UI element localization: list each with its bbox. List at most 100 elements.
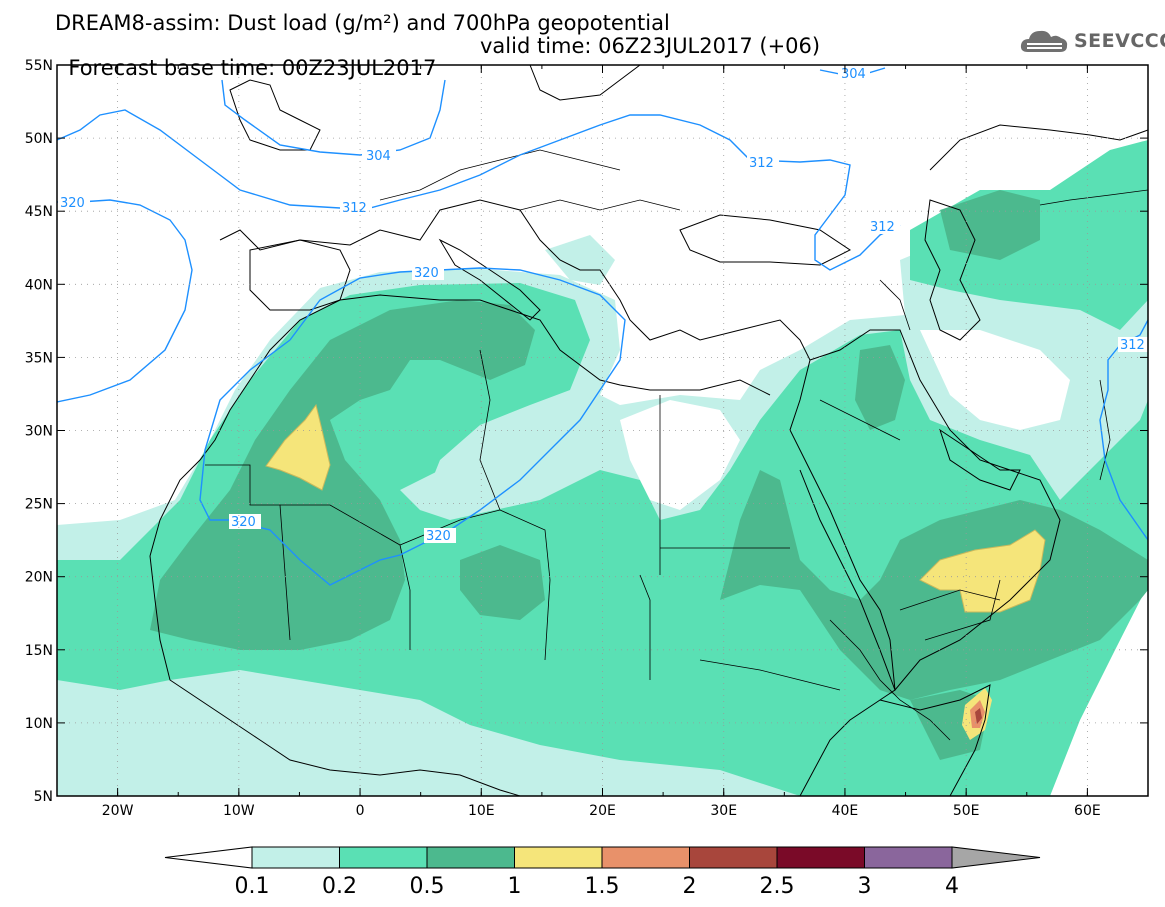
contour-label-bg [412,265,444,280]
border-niger-chad [499,509,551,661]
contour-304-north [221,79,446,156]
lon-tick-label: 50E [953,803,980,819]
cloud-icon [1020,30,1068,52]
border-europe-2 [519,199,681,211]
contour-label-312-c: 312 [870,220,895,235]
forecast-time-line: Forecast base time: 00Z23JUL2017 valid t… [55,35,820,101]
lat-tick-label: 30N [25,424,53,440]
coastline-west-africa [149,555,521,796]
seevccc-logo: SEEVCCC [1018,26,1165,56]
coastline-scandinavia [529,65,641,101]
coastline-north-africa [149,294,771,557]
lat-tick-label: 35N [25,350,53,366]
colorbar: 0.1 0.2 0.5 1 1.5 2 2.5 3 4 [164,846,1041,899]
lat-tick-label: 10N [25,716,53,732]
contour-312 [57,109,901,271]
border-iran-afghan [1099,379,1111,481]
border-mauritania [205,464,291,641]
map-title: DREAM8-assim: Dust load (g/m²) and 700hP… [55,11,670,35]
coastline-europe [219,199,896,796]
dust-band-0.5-caspian [940,190,1040,260]
coastline-caspian [924,199,981,341]
country-borders [205,149,1148,741]
border-saudi-oman [924,579,1001,641]
lon-tick-label: 0 [356,803,365,819]
contour-label-304-b: 304 [841,67,866,82]
lat-tick-label: 25N [25,497,53,513]
dust-band-1-atlas [265,403,331,491]
colorbar-label: 4 [945,874,959,899]
contour-label-320-d: 320 [426,529,451,544]
coastline-uk [229,79,321,151]
contour-label-bg [362,148,396,163]
contour-label-312-d: 312 [1120,338,1145,353]
border-kazakh [1039,189,1148,206]
contour-320-main [199,267,626,586]
colorbar-swatch [601,846,690,869]
lat-tick-label: 55N [25,58,53,74]
colorbar-swatch [339,846,428,869]
lat-tick-label: 50N [25,131,53,147]
border-saudi-yemen [899,589,1001,611]
dust-band-0.2-balkan [545,235,615,285]
colorbar-label: 0.1 [235,874,270,899]
coastline-north-asia [929,124,1148,171]
colorbar-label: 1 [508,874,522,899]
dust-band-2 [975,708,982,724]
contour-label-bg [58,195,90,210]
border-europe-1 [379,149,621,201]
contour-label-bg [229,514,261,529]
colorbar-swatch [776,846,865,869]
border-mali-niger [399,544,411,650]
clear-patch-iran [920,330,1070,430]
coastline-horn [879,684,991,796]
valid-time: valid time: 06Z23JUL2017 (+06) [480,34,821,58]
contour-label-320-a: 320 [60,196,85,211]
colorbar-high-arrow [951,846,1041,869]
coastline-persian-gulf [939,428,1021,491]
colorbar-label: 0.5 [410,874,445,899]
colorbar-label: 0.2 [322,874,357,899]
coastlines [149,65,1148,796]
lat-tick-label: 40N [25,277,53,293]
contour-label-320-b: 320 [414,266,439,281]
border-saudi-iraq [819,399,901,441]
colorbar-swatch [251,846,340,869]
lat-tick-label: 15N [25,643,53,659]
colorbar-label: 2.5 [760,874,795,899]
lon-tick-label: 20E [589,803,616,819]
colorbar-swatch [864,846,953,869]
lon-tick-label: 30E [710,803,737,819]
lon-tick-label: 10E [468,803,495,819]
colorbar-swatch [689,846,778,869]
contour-label-312-a: 312 [342,201,367,216]
lat-tick-label: 5N [34,789,53,805]
colorbar-label: 2 [683,874,697,899]
contour-label-bg [838,66,870,81]
colorbar-label: 3 [858,874,872,899]
border-chad-sudan [639,574,651,680]
contour-label-bg [1118,337,1148,352]
coastline-italy [438,238,541,321]
coastline-black-sea [679,214,851,266]
colorbar-label: 1.5 [585,874,620,899]
map-axes: 55N 50N 45N 40N 35N 30N 25N 20N 15N 10N 5N 20W 10W 0 1… [25,58,1149,819]
colorbar-low-arrow [164,846,253,869]
forecast-base-time: Forecast base time: 00Z23JUL2017 [68,56,437,80]
lat-tick-label: 20N [25,570,53,586]
dust-band-0.5-west [150,300,535,650]
border-sudan-south [699,659,841,691]
colorbar-swatch [426,846,515,869]
clear-patch-egypt [620,400,740,510]
contour-label-304-a: 304 [366,149,391,164]
contour-label-320-c: 320 [231,515,256,530]
coastline-arabia [799,329,1061,691]
contour-label-312-b: 312 [749,156,774,171]
border-ethiopia [829,619,951,741]
border-turkey-iran [879,279,911,331]
logo-text: SEEVCCC [1074,30,1165,52]
lon-tick-label: 20W [102,803,134,819]
lon-tick-label: 60E [1074,803,1101,819]
contour-320-west [57,199,193,403]
